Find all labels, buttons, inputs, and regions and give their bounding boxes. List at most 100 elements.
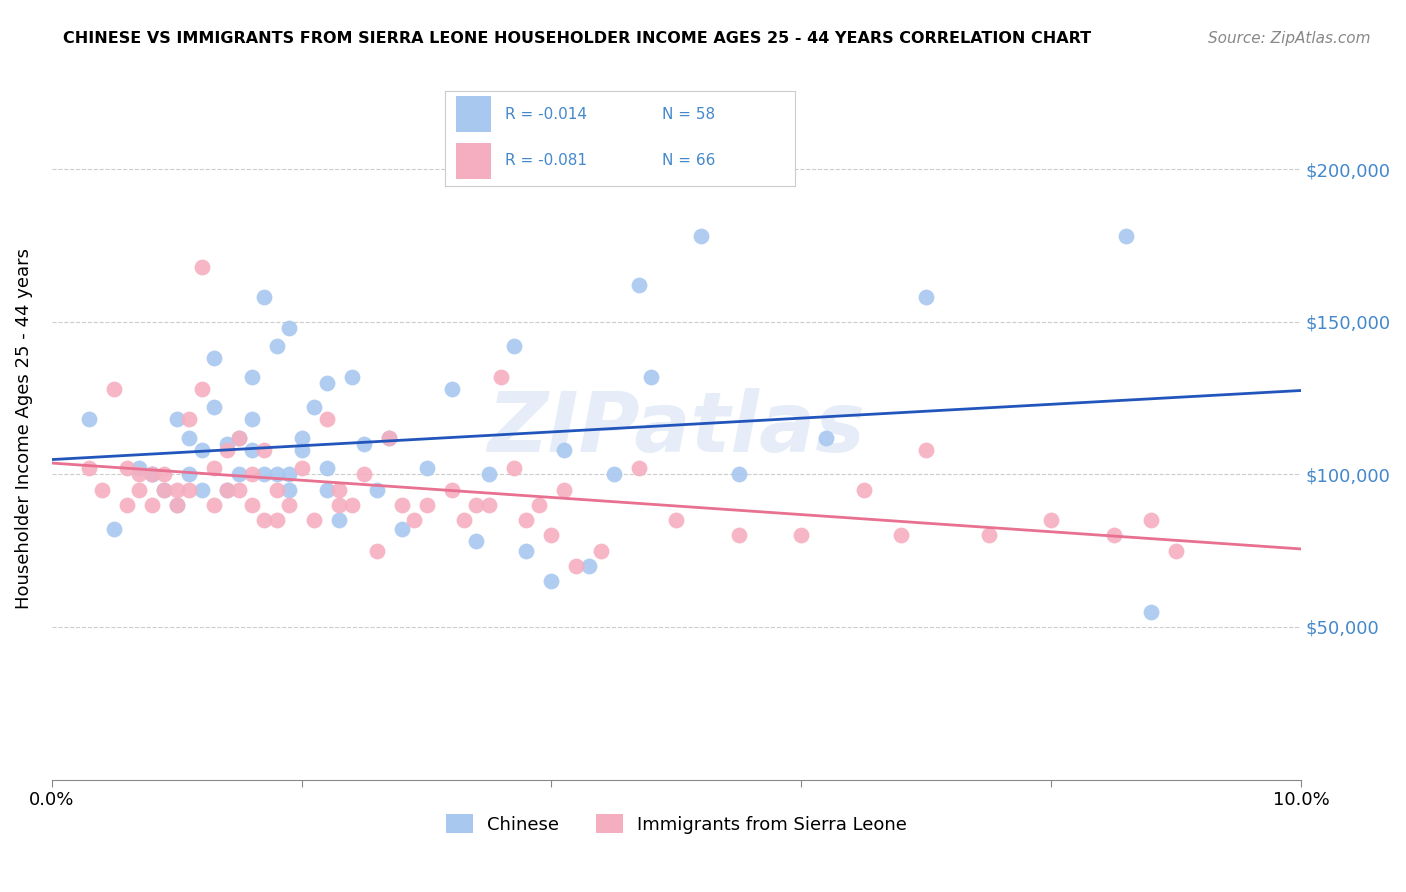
Point (852, 483, 875, 497)
Point (128, 461, 150, 475)
Point (890, 528, 912, 542)
Text: ZIPatlas: ZIPatlas (488, 388, 865, 469)
Point (915, 442, 938, 457)
Point (440, 483, 463, 497)
Point (340, 498, 363, 512)
Point (302, 400, 325, 414)
Point (190, 442, 212, 457)
Point (141, 467, 163, 482)
Point (240, 442, 263, 457)
Point (253, 442, 276, 457)
Point (415, 498, 437, 512)
Point (478, 498, 501, 512)
Point (253, 513, 276, 527)
Point (391, 498, 413, 512)
Point (77, 412, 100, 426)
Point (141, 467, 163, 482)
Point (253, 467, 276, 482)
Point (328, 483, 350, 497)
Point (690, 229, 713, 244)
Point (315, 461, 337, 475)
Point (315, 483, 337, 497)
Point (503, 461, 526, 475)
Y-axis label: Householder Income Ages 25 - 44 years: Householder Income Ages 25 - 44 years (15, 248, 32, 609)
Point (215, 437, 238, 451)
Point (366, 543, 388, 558)
Point (228, 467, 250, 482)
Point (153, 483, 176, 497)
Point (302, 513, 325, 527)
Point (627, 461, 650, 475)
Point (141, 498, 163, 512)
Point (415, 461, 437, 475)
Point (727, 528, 749, 542)
Point (215, 442, 238, 457)
Point (1115, 229, 1137, 244)
Point (465, 498, 488, 512)
Point (215, 483, 238, 497)
Point (491, 369, 513, 384)
Point (278, 320, 301, 334)
Point (553, 442, 575, 457)
Point (202, 351, 225, 366)
Text: CHINESE VS IMMIGRANTS FROM SIERRA LEONE HOUSEHOLDER INCOME AGES 25 - 44 YEARS CO: CHINESE VS IMMIGRANTS FROM SIERRA LEONE … (63, 31, 1091, 46)
Point (190, 260, 212, 274)
Point (328, 513, 350, 527)
Point (115, 461, 138, 475)
Point (440, 382, 463, 396)
Point (402, 513, 425, 527)
Point (627, 278, 650, 293)
Point (179, 467, 201, 482)
Point (603, 467, 626, 482)
Point (278, 467, 301, 482)
Point (166, 483, 188, 497)
Point (315, 376, 337, 390)
Point (266, 467, 288, 482)
Point (790, 528, 813, 542)
Point (515, 513, 537, 527)
Point (1140, 513, 1163, 527)
Point (266, 513, 288, 527)
Point (977, 528, 1000, 542)
Point (202, 461, 225, 475)
Point (727, 467, 749, 482)
Point (228, 431, 250, 445)
Point (291, 442, 314, 457)
Point (179, 412, 201, 426)
Legend: Chinese, Immigrants from Sierra Leone: Chinese, Immigrants from Sierra Leone (446, 814, 907, 834)
Point (553, 483, 575, 497)
Point (228, 483, 250, 497)
Point (128, 467, 150, 482)
Point (77, 461, 100, 475)
Point (253, 290, 276, 304)
Point (202, 400, 225, 414)
Point (328, 498, 350, 512)
Point (128, 483, 150, 497)
Point (565, 558, 588, 573)
Point (215, 483, 238, 497)
Point (478, 467, 501, 482)
Point (153, 483, 176, 497)
Point (202, 498, 225, 512)
Point (578, 558, 600, 573)
Point (103, 382, 125, 396)
Point (465, 534, 488, 549)
Point (453, 513, 475, 527)
Point (190, 483, 212, 497)
Point (166, 498, 188, 512)
Point (391, 522, 413, 536)
Point (153, 467, 176, 482)
Point (240, 369, 263, 384)
Point (527, 498, 550, 512)
Point (640, 369, 662, 384)
Point (503, 339, 526, 353)
Point (665, 513, 688, 527)
Point (166, 412, 188, 426)
Point (278, 498, 301, 512)
Point (353, 437, 375, 451)
Point (240, 467, 263, 482)
Point (353, 467, 375, 482)
Point (591, 543, 613, 558)
Point (266, 483, 288, 497)
Text: Source: ZipAtlas.com: Source: ZipAtlas.com (1208, 31, 1371, 46)
